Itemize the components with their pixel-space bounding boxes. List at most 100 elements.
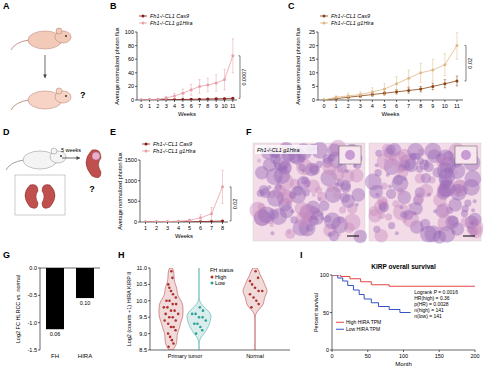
- survival-curve: [332, 275, 411, 313]
- error-bar: [395, 77, 397, 91]
- tissue-texture: [298, 212, 302, 216]
- panel-label: A: [3, 1, 10, 11]
- chart-violin: 8.59.09.510.010.511.0Log2 (counts +1) HI…: [126, 265, 290, 359]
- legend-line: [336, 329, 344, 330]
- error-bar: [215, 75, 217, 91]
- y-axis-label: Average normalized photon flux: [295, 27, 301, 105]
- x-tick: [141, 100, 142, 102]
- error-bar: [207, 98, 209, 100]
- tissue-texture: [352, 188, 366, 202]
- inset: [339, 146, 361, 164]
- point: [167, 332, 170, 335]
- mouse-illustration: [11, 88, 71, 110]
- mouse-tail: [11, 100, 29, 110]
- x-tick-label: 4: [177, 225, 180, 231]
- marker: [181, 98, 184, 100]
- x-tick-label: 8: [221, 225, 224, 231]
- mouse-ear: [56, 88, 62, 94]
- tissue-texture: [473, 199, 477, 203]
- marker: [181, 92, 184, 95]
- error-bar: [323, 100, 325, 101]
- tissue-texture: [471, 208, 475, 212]
- error-bar: [198, 80, 200, 94]
- marker: [215, 82, 218, 85]
- mouse-ear: [51, 148, 57, 154]
- y-tick-label: 1500: [125, 157, 137, 163]
- x-tick: [191, 100, 192, 102]
- error-bar: [166, 221, 168, 222]
- marker: [371, 90, 374, 93]
- error-bar: [223, 69, 225, 89]
- error-bar: [215, 98, 217, 99]
- image-label: Fh1-/-CL1 g1Hira: [257, 147, 300, 153]
- legend-line: [139, 23, 147, 24]
- error-bar: [347, 93, 349, 98]
- x-tick: [156, 222, 157, 224]
- tissue-texture: [413, 212, 417, 216]
- tissue-texture: [393, 175, 403, 185]
- y-tick-label: 15: [309, 56, 315, 62]
- legend-line: [320, 16, 328, 17]
- inset-frame: [15, 175, 65, 215]
- tissue-texture: [378, 212, 385, 219]
- legend-marker: [323, 15, 326, 18]
- point: [172, 326, 175, 329]
- y-tick: [135, 100, 137, 101]
- x-tick: [475, 350, 476, 352]
- x-tick-label: 3: [166, 225, 169, 231]
- violin: [243, 268, 267, 350]
- mouse-tail: [6, 160, 24, 170]
- tissue-texture: [270, 231, 274, 235]
- x-tick: [332, 350, 333, 352]
- x-tick-label: 100: [399, 353, 408, 359]
- error-bar: [182, 89, 184, 97]
- y-axis: [318, 32, 319, 100]
- violin: [187, 268, 211, 350]
- y-tick-label: 100: [125, 29, 134, 35]
- x-axis-label: Weeks: [175, 233, 193, 239]
- x-tick-label: 5: [383, 103, 386, 109]
- x-axis-label: Weeks: [178, 111, 196, 117]
- x-tick-label: 1: [144, 225, 147, 231]
- category-label: FH: [51, 353, 59, 359]
- mouse-eye: [65, 95, 67, 97]
- point: [199, 306, 202, 309]
- x-tick-label: 9: [431, 103, 434, 109]
- x-tick-label: 2: [156, 103, 159, 109]
- x-tick: [189, 222, 190, 224]
- point: [255, 300, 258, 303]
- tissue-texture: [301, 177, 308, 184]
- point: [195, 332, 198, 335]
- tissue-texture: [374, 169, 381, 176]
- point: [204, 319, 207, 322]
- x-tick: [166, 100, 167, 102]
- x-tick: [222, 222, 223, 224]
- y-tick: [316, 72, 318, 73]
- tissue-texture: [355, 203, 359, 207]
- plot-area: [140, 39, 235, 100]
- marker: [156, 98, 159, 100]
- panel-label: F: [246, 127, 252, 137]
- point: [175, 296, 178, 299]
- y-tick-label: 40: [128, 70, 134, 76]
- category-label: Normal: [246, 353, 264, 359]
- error-bar: [335, 96, 337, 99]
- x-tick-label: 4: [371, 103, 374, 109]
- x-axis: [318, 100, 463, 101]
- y-tick-label: 10: [309, 70, 315, 76]
- significance-bracket: [465, 46, 467, 81]
- tissue-texture: [407, 143, 424, 160]
- question-mark: ?: [80, 90, 86, 100]
- marker: [148, 98, 151, 100]
- inset-texture: [345, 150, 355, 160]
- point: [170, 326, 173, 329]
- figure: ABCDEFGHI?5 weeks?Fh1-/-CL1 g1Hira020406…: [0, 0, 485, 377]
- point: [252, 296, 255, 299]
- scale-bar: [463, 236, 475, 237]
- marker: [155, 220, 158, 222]
- y-tick: [138, 180, 140, 181]
- marker: [199, 216, 202, 219]
- x-tick: [432, 100, 433, 102]
- tissue-texture: [419, 159, 429, 169]
- kidney: [42, 185, 55, 209]
